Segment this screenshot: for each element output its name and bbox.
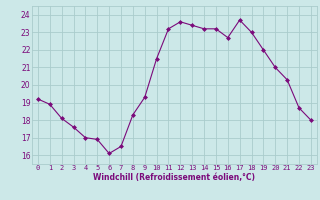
- X-axis label: Windchill (Refroidissement éolien,°C): Windchill (Refroidissement éolien,°C): [93, 173, 255, 182]
